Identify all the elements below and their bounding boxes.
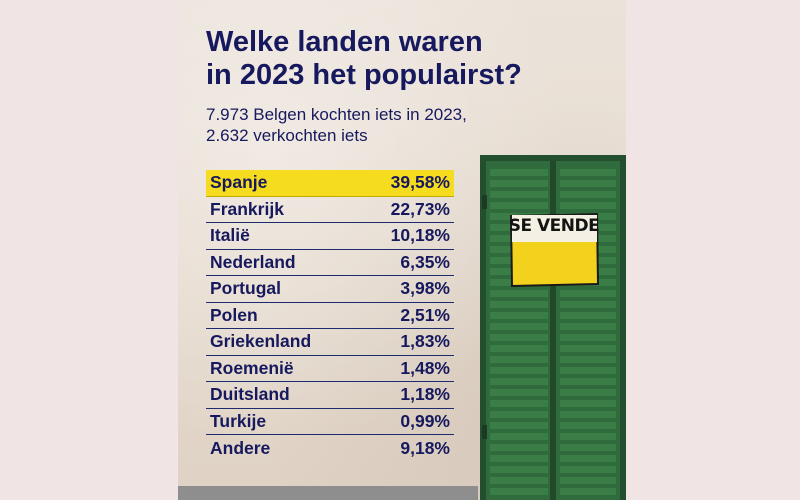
table-row: Nederland 6,35% xyxy=(206,250,454,276)
shutter-hinge-bottom xyxy=(482,425,487,439)
sign-text: SE VENDE xyxy=(508,216,600,236)
shutter-slat xyxy=(490,202,548,209)
country-label: Portugal xyxy=(210,278,281,299)
share-value: 1,48% xyxy=(400,357,450,378)
share-value: 1,83% xyxy=(400,331,450,352)
table-row: Griekenland 1,83% xyxy=(206,329,454,356)
shutter-slat xyxy=(490,356,548,363)
country-share-table: Spanje 39,58% Frankrijk 22,73% Italië 10,18% N… xyxy=(206,170,454,462)
shutter-slat xyxy=(560,312,616,319)
share-value: 39,58% xyxy=(390,172,450,193)
shutter-slat xyxy=(490,169,548,176)
table-row: Turkije 0,99% xyxy=(206,409,454,435)
shutter-slat xyxy=(490,400,548,407)
table-row: Duitsland 1,18% xyxy=(206,382,454,409)
country-label: Griekenland xyxy=(210,331,312,352)
shutter-slat xyxy=(490,411,548,418)
shutter-slat xyxy=(490,180,548,187)
shutter-slat xyxy=(490,433,548,440)
shutter-slat xyxy=(560,411,616,418)
chart-title: Welke landen waren in 2023 het populairs… xyxy=(206,26,616,92)
shutter-slat xyxy=(490,323,548,330)
table-row: Roemenië 1,48% xyxy=(206,356,454,382)
wall-base-strip xyxy=(178,486,478,500)
shutter-slat xyxy=(560,400,616,407)
shutter-slat xyxy=(490,345,548,352)
shutter-slat xyxy=(560,367,616,374)
country-label: Spanje xyxy=(210,172,268,193)
country-label: Italië xyxy=(210,225,250,246)
chart-subtitle: 7.973 Belgen kochten iets in 2023, 2.632… xyxy=(206,104,616,146)
shutter-slat xyxy=(560,180,616,187)
share-value: 0,99% xyxy=(400,410,450,431)
country-label: Turkije xyxy=(210,410,267,431)
shutter-slat xyxy=(560,323,616,330)
shutter-slat xyxy=(560,301,616,308)
shutter-slat xyxy=(560,488,616,495)
for-sale-sign: SE VENDE xyxy=(508,212,600,288)
country-label: Nederland xyxy=(210,251,296,272)
share-value: 22,73% xyxy=(390,198,450,219)
subtitle-line-2: 2.632 verkochten iets xyxy=(206,126,368,145)
shutter-slat xyxy=(490,466,548,473)
shutter-slat xyxy=(490,312,548,319)
shutter-slat xyxy=(490,455,548,462)
shutter-slat xyxy=(490,334,548,341)
country-label: Duitsland xyxy=(210,384,290,405)
table-row: Italië 10,18% xyxy=(206,223,454,250)
shutter-slat xyxy=(560,191,616,198)
shutter-slat xyxy=(560,202,616,209)
shutter-slat xyxy=(560,466,616,473)
shutter-slat xyxy=(490,488,548,495)
shutter-slat xyxy=(490,444,548,451)
share-value: 9,18% xyxy=(400,437,450,458)
shutter-slat xyxy=(490,378,548,385)
shutter-slat xyxy=(560,455,616,462)
shutter-slat xyxy=(560,356,616,363)
shutter-slat xyxy=(560,378,616,385)
country-label: Roemenië xyxy=(210,357,294,378)
shutter-slat xyxy=(560,477,616,484)
table-row: Spanje 39,58% xyxy=(206,170,454,197)
table-row: Polen 2,51% xyxy=(206,303,454,329)
shutter-slat xyxy=(490,191,548,198)
shutter-slat xyxy=(490,367,548,374)
subtitle-line-1: 7.973 Belgen kochten iets in 2023, xyxy=(206,105,467,124)
sign-board xyxy=(509,212,600,288)
country-label: Polen xyxy=(210,304,258,325)
title-line-1: Welke landen waren xyxy=(206,26,483,58)
share-value: 2,51% xyxy=(400,304,450,325)
country-label: Andere xyxy=(210,437,271,458)
shutter-slat xyxy=(560,334,616,341)
share-value: 1,18% xyxy=(400,384,450,405)
shutter-slat xyxy=(560,422,616,429)
shutter-slat xyxy=(560,444,616,451)
shutter-slat xyxy=(490,477,548,484)
shutter-slat xyxy=(490,422,548,429)
shutter-slat xyxy=(490,290,548,297)
shutter-slat xyxy=(560,169,616,176)
green-shutter-illustration xyxy=(480,155,626,500)
shutter-slat xyxy=(490,301,548,308)
sign-label-strip xyxy=(512,215,597,242)
share-value: 3,98% xyxy=(400,278,450,299)
shutter-slat xyxy=(490,389,548,396)
shutter-slat xyxy=(560,389,616,396)
shutter-center-stile xyxy=(550,161,556,500)
shutter-slat xyxy=(560,345,616,352)
shutter-slat xyxy=(560,290,616,297)
title-line-2: in 2023 het populairst? xyxy=(206,59,522,91)
table-row: Frankrijk 22,73% xyxy=(206,197,454,223)
table-row: Portugal 3,98% xyxy=(206,276,454,303)
table-row: Andere 9,18% xyxy=(206,435,454,462)
shutter-slat xyxy=(560,433,616,440)
infographic-card: Welke landen waren in 2023 het populairs… xyxy=(178,0,626,500)
share-value: 10,18% xyxy=(390,225,450,246)
shutter-hinge-top xyxy=(482,195,487,209)
share-value: 6,35% xyxy=(400,251,450,272)
country-label: Frankrijk xyxy=(210,198,284,219)
